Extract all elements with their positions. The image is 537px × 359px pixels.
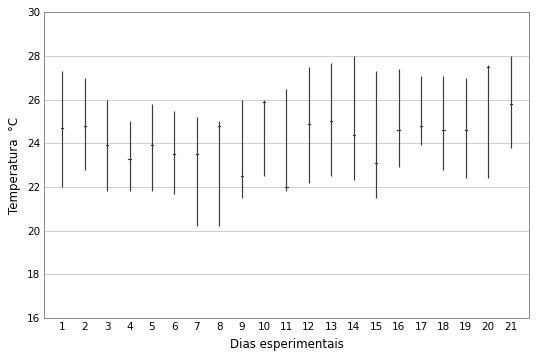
X-axis label: Dias esperimentais: Dias esperimentais bbox=[229, 338, 344, 351]
Y-axis label: Temperatura  °C: Temperatura °C bbox=[9, 117, 21, 214]
